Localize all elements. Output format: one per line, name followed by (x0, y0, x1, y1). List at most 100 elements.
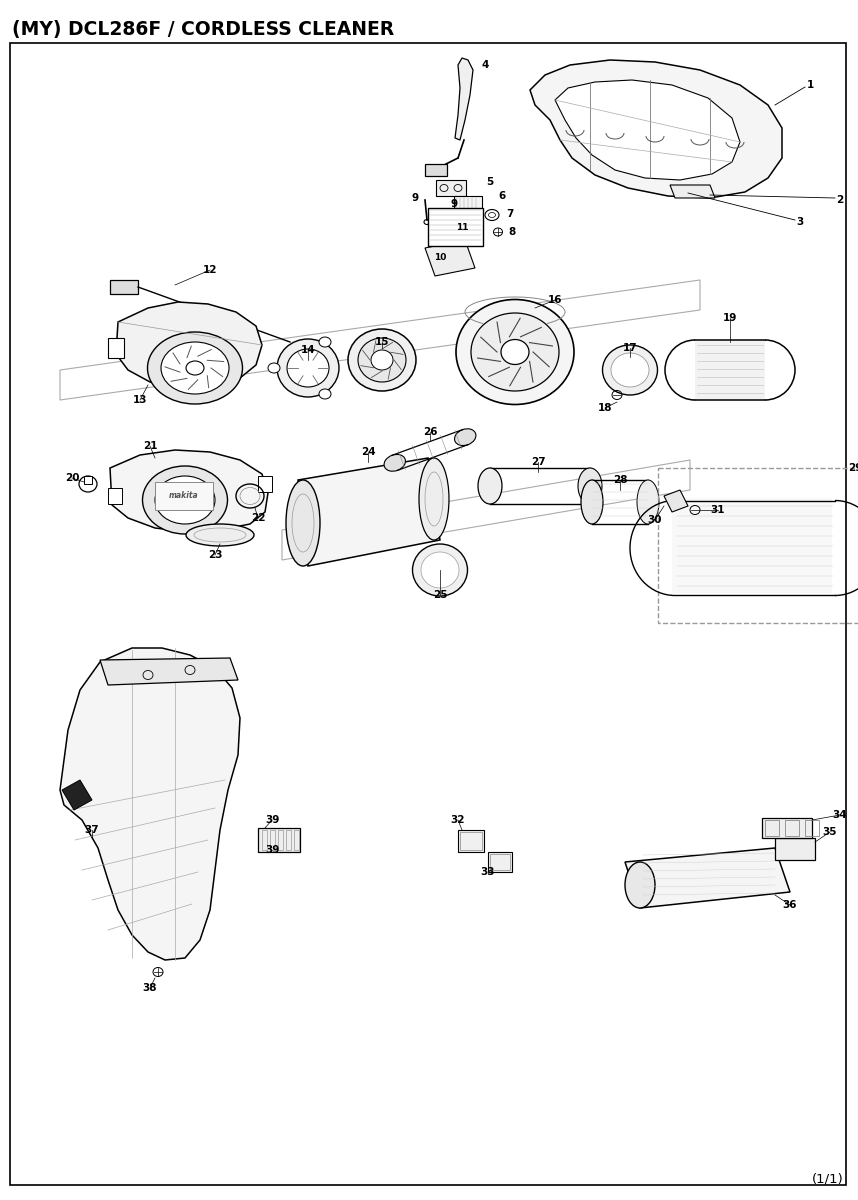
Polygon shape (116, 302, 262, 388)
Ellipse shape (161, 342, 229, 394)
Ellipse shape (485, 210, 499, 221)
Bar (658, 468, 858, 623)
Bar (460, 832, 482, 850)
Text: 25: 25 (432, 590, 447, 600)
Ellipse shape (319, 337, 331, 347)
Ellipse shape (578, 468, 602, 504)
Ellipse shape (637, 480, 659, 524)
Text: 34: 34 (832, 810, 848, 820)
Polygon shape (298, 458, 440, 566)
Bar (258, 476, 272, 492)
Ellipse shape (501, 340, 529, 365)
Polygon shape (670, 185, 715, 198)
Bar (425, 164, 447, 176)
Bar (775, 838, 815, 860)
Text: 19: 19 (722, 313, 737, 323)
Text: 27: 27 (531, 457, 546, 467)
Text: 9: 9 (412, 193, 419, 203)
Ellipse shape (287, 349, 329, 386)
Text: 2: 2 (837, 194, 843, 205)
Text: 24: 24 (360, 446, 375, 457)
Bar (454, 196, 482, 216)
Text: 21: 21 (142, 440, 157, 451)
Ellipse shape (268, 362, 280, 373)
Text: 39: 39 (265, 845, 279, 854)
Text: 18: 18 (598, 403, 613, 413)
Text: 28: 28 (613, 475, 627, 485)
Ellipse shape (611, 353, 649, 386)
Text: 11: 11 (456, 223, 468, 233)
Ellipse shape (625, 862, 655, 908)
Text: (1/1): (1/1) (813, 1174, 844, 1186)
Text: 33: 33 (480, 866, 495, 877)
Ellipse shape (148, 332, 243, 404)
Ellipse shape (581, 480, 603, 524)
Text: 7: 7 (506, 209, 514, 218)
Ellipse shape (456, 300, 574, 404)
Bar (488, 852, 512, 872)
Ellipse shape (348, 329, 416, 391)
Text: makita: makita (169, 492, 199, 500)
Ellipse shape (384, 455, 406, 472)
Text: 29: 29 (848, 463, 858, 473)
Bar (155, 482, 213, 510)
Text: 3: 3 (796, 217, 804, 227)
Polygon shape (425, 240, 475, 276)
Text: 16: 16 (547, 295, 562, 305)
Text: 17: 17 (623, 343, 637, 353)
Bar (270, 830, 275, 850)
Text: 38: 38 (142, 983, 157, 994)
Polygon shape (555, 80, 740, 180)
Ellipse shape (186, 524, 254, 546)
Ellipse shape (419, 458, 449, 540)
Bar (785, 820, 799, 836)
Text: 22: 22 (251, 514, 265, 523)
Polygon shape (625, 848, 790, 908)
Polygon shape (455, 58, 473, 140)
Polygon shape (100, 658, 238, 685)
Bar (490, 854, 510, 870)
Ellipse shape (286, 480, 320, 566)
Bar (436, 180, 466, 196)
Bar (452, 220, 470, 233)
Polygon shape (110, 450, 268, 532)
Ellipse shape (155, 476, 215, 524)
Ellipse shape (142, 466, 227, 534)
Bar (84, 476, 92, 484)
Bar (286, 830, 291, 850)
Text: 37: 37 (85, 826, 100, 835)
Text: (MY) DCL286F / CORDLESS CLEANER: (MY) DCL286F / CORDLESS CLEANER (12, 20, 394, 38)
Ellipse shape (455, 428, 476, 445)
Polygon shape (664, 490, 688, 512)
Text: 26: 26 (423, 427, 438, 437)
Text: 8: 8 (509, 227, 516, 236)
Ellipse shape (371, 350, 393, 370)
Bar (258, 828, 300, 852)
Text: 39: 39 (265, 815, 279, 826)
Text: 31: 31 (710, 505, 725, 515)
Bar (695, 340, 765, 400)
Text: 35: 35 (823, 827, 837, 838)
Text: 6: 6 (498, 191, 505, 200)
Bar (278, 830, 283, 850)
Text: 23: 23 (208, 550, 222, 560)
Text: 30: 30 (648, 515, 662, 526)
Ellipse shape (421, 552, 459, 588)
Bar (108, 338, 124, 358)
Text: 10: 10 (434, 253, 446, 263)
Bar (108, 488, 122, 504)
Polygon shape (62, 780, 92, 810)
Bar (428, 208, 483, 246)
Text: 1: 1 (807, 80, 813, 90)
Bar (762, 818, 812, 838)
Ellipse shape (413, 544, 468, 596)
Polygon shape (530, 60, 782, 198)
Polygon shape (60, 648, 240, 960)
Text: 5: 5 (486, 176, 493, 187)
Text: 12: 12 (202, 265, 217, 275)
Text: 9: 9 (450, 199, 457, 209)
Bar (294, 830, 299, 850)
Bar (458, 830, 484, 852)
Ellipse shape (471, 313, 559, 391)
Ellipse shape (319, 389, 331, 398)
